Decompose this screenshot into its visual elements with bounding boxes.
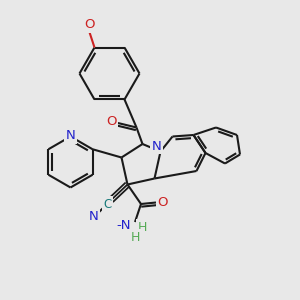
Text: C: C: [103, 198, 112, 211]
Text: H: H: [138, 221, 147, 234]
Text: N: N: [66, 129, 75, 142]
Text: N: N: [89, 210, 99, 223]
Text: -N: -N: [116, 219, 130, 232]
Text: O: O: [84, 18, 94, 31]
Text: H: H: [130, 231, 140, 244]
Text: O: O: [106, 115, 116, 128]
Text: N: N: [152, 140, 162, 153]
Text: O: O: [157, 196, 168, 209]
